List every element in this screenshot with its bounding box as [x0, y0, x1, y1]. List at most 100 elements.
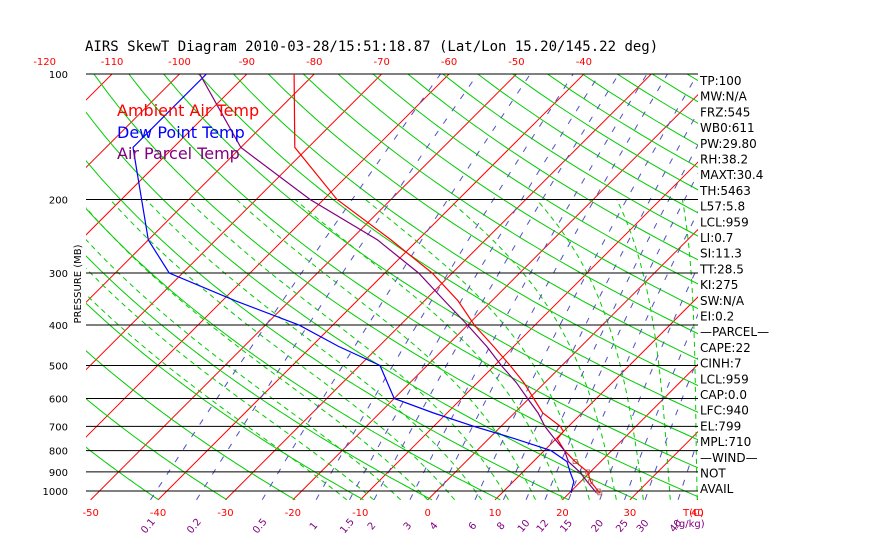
mixing-ratio-tick-label: 25 [614, 518, 631, 535]
mixing-ratio-line [261, 74, 531, 501]
isotherm-line [494, 296, 698, 501]
index-item: EI:0.2 [700, 310, 734, 324]
mixing-ratio-line [373, 74, 620, 501]
dry-adiabat-line [93, 74, 698, 498]
mixing-ratio-line [150, 74, 441, 501]
mixing-ratio-lines [150, 74, 698, 501]
index-item: LCL:959 [700, 372, 749, 386]
top-temp-tick-label: -50 [508, 57, 524, 68]
index-item: —PARCEL— [700, 325, 769, 339]
top-temp-tick-label: -120 [33, 57, 56, 68]
mixing-ratio-tick-label: 3 [402, 520, 415, 532]
top-temp-tick-label: -110 [101, 57, 124, 68]
index-item: MPL:710 [700, 435, 751, 449]
index-item: EL:799 [700, 419, 741, 433]
mixing-ratio-line [525, 143, 698, 500]
isotherm-line [86, 74, 113, 101]
level-marker [588, 479, 594, 485]
surface-markers [572, 459, 603, 496]
index-item: TH:5463 [699, 184, 751, 198]
legend: Ambient Air Temp Dew Point Temp Air Parc… [117, 101, 259, 163]
bottom-temp-tick-label: -30 [217, 508, 233, 519]
isotherm-line [86, 74, 450, 438]
bottom-temp-tick-label: 0 [424, 508, 430, 519]
moist-adiabat-line [294, 199, 563, 500]
mixing-ratio-line [644, 356, 698, 500]
index-item: —WIND— [700, 451, 758, 465]
dry-adiabat-line [86, 255, 433, 501]
mixing-ratio-ticks: 0.1 0.2 0.5 1 1.5 2 3 4 6 8 10 12 15 20 25 30 40 [139, 517, 684, 536]
index-item: FRZ:545 [700, 105, 750, 119]
index-item: TP:100 [699, 74, 742, 88]
moist-adiabat-line [109, 199, 455, 501]
pressure-tick-label: 700 [49, 422, 68, 433]
index-item: KI:275 [700, 278, 738, 292]
isotherm-line [225, 74, 652, 501]
moist-adiabat-line [536, 199, 644, 500]
level-marker [572, 459, 578, 464]
mixing-ratio-tick-label: 4 [428, 520, 441, 532]
profile-ambient-air-temp [293, 74, 601, 494]
profile-dew-point-temp [132, 74, 575, 493]
mixing-ratio-tick-label: 15 [558, 518, 575, 535]
isotherm-line [562, 363, 698, 501]
index-item: CINH:7 [700, 357, 742, 371]
mixing-ratio-line [502, 111, 698, 501]
mixing-ratio-tick-label: 0.2 [185, 517, 204, 536]
bottom-temp-tick-label: -20 [285, 508, 301, 519]
y-axis-label: PRESSURE (MB) [73, 244, 84, 323]
mixing-ratio-line [677, 438, 698, 500]
mixing-ratio-tick-label: 1 [308, 520, 321, 532]
dry-adiabat-line [477, 74, 698, 214]
x-axis-label: T(C) [682, 508, 704, 519]
pressure-tick-label: 100 [49, 70, 68, 81]
dry-adiabat-line [233, 74, 698, 387]
index-item: LFC:940 [700, 404, 749, 418]
mixing-ratio-unit: (g/kg) [675, 519, 705, 530]
pressure-axis-labels: 100 200 300 400 500 600 700 800 900 1000 [43, 70, 68, 498]
mixing-ratio-tick-label: 20 [590, 518, 607, 535]
mixing-ratio-line [196, 74, 479, 501]
mixing-ratio-line [599, 265, 698, 500]
mixing-ratio-line [624, 313, 698, 500]
mixing-ratio-line [474, 74, 698, 501]
top-temp-tick-label: -80 [306, 57, 322, 68]
mixing-ratio-tick-label: 30 [635, 518, 652, 535]
moist-adiabat-line [187, 199, 509, 501]
top-temperature-ticks: -120 -110 -100 -90 -80 -70 -60 -50 -40 [33, 57, 592, 68]
dry-adiabat-line [86, 350, 296, 501]
dry-adiabat-line [86, 302, 364, 501]
mixing-ratio-tick-label: 1.5 [338, 517, 357, 536]
bottom-temp-tick-label: 10 [489, 508, 502, 519]
bottom-temp-tick-label: 30 [623, 508, 636, 519]
bottom-temp-tick-label: 40 [691, 508, 704, 519]
dry-adiabat-line [128, 74, 698, 469]
moist-adiabat-line [86, 238, 402, 501]
mixing-ratio-line [568, 210, 698, 500]
dry-adiabat-line [86, 446, 159, 501]
moist-adiabat-line [145, 199, 482, 501]
index-item: LI:0.7 [700, 231, 733, 245]
pressure-tick-label: 600 [49, 394, 68, 405]
index-item: NOT [700, 467, 726, 481]
legend-ambient: Ambient Air Temp [117, 101, 259, 120]
isotherm-line [292, 93, 698, 501]
pressure-tick-label: 400 [49, 321, 68, 332]
dry-adiabat-line [268, 74, 698, 360]
moist-adiabat-lines [86, 199, 698, 501]
isotherm-line [86, 74, 315, 303]
level-marker [597, 490, 603, 496]
top-temp-tick-label: -100 [168, 57, 191, 68]
index-item: SI:11.3 [700, 247, 742, 261]
index-item: TT:28.5 [699, 262, 744, 276]
chart-title: AIRS SkewT Diagram 2010-03-28/15:51:18.8… [85, 39, 658, 55]
moist-adiabat-line [236, 199, 536, 501]
index-item: RH:38.2 [700, 153, 748, 167]
dry-adiabat-line [302, 74, 698, 335]
mixing-ratio-tick-label: 0.1 [139, 517, 158, 536]
background-lines [86, 74, 698, 501]
isotherm-line [359, 161, 698, 501]
mixing-ratio-tick-label: 8 [495, 520, 508, 532]
index-item: MW:N/A [700, 90, 748, 104]
mixing-ratio-tick-label: 12 [535, 518, 552, 535]
